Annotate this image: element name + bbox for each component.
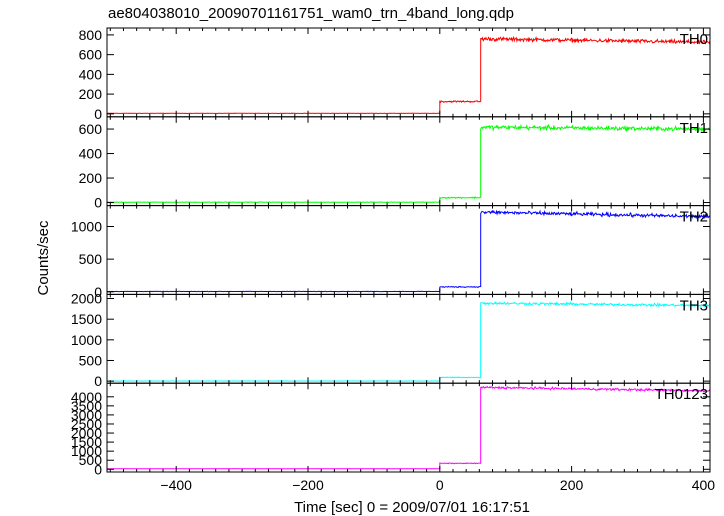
series-label: TH3 — [680, 297, 708, 314]
y-tick-label: 0 — [94, 106, 102, 122]
y-tick-label: 2500 — [71, 416, 102, 432]
x-tick-label: 400 — [692, 477, 716, 493]
panel-th2: 0 500 1000 TH2 — [71, 205, 711, 300]
y-tick-label: 500 — [79, 352, 103, 368]
series-line-th0 — [106, 35, 711, 115]
series-line-th1 — [106, 123, 711, 204]
y-tick-label: 1000 — [71, 332, 102, 348]
y-tick-label: 2000 — [71, 291, 102, 307]
x-axis-label: Time [sec] 0 = 2009/07/01 16:17:51 — [294, 499, 530, 516]
y-tick-label: 1000 — [71, 218, 102, 234]
y-tick-label: 500 — [79, 452, 103, 468]
y-tick-label: 0 — [94, 195, 102, 211]
y-tick-label: 600 — [79, 121, 103, 137]
panel-frame — [106, 27, 711, 118]
series-label: TH0 — [680, 31, 708, 48]
series-line-th2 — [106, 209, 711, 293]
y-tick-label: 1500 — [71, 311, 102, 327]
panel-th0: 0 200 400 600 800 TH0 — [79, 27, 711, 122]
y-tick-label: 1000 — [71, 443, 102, 459]
y-tick-label: 200 — [79, 86, 103, 102]
y-tick-label: 200 — [79, 170, 103, 186]
y-tick-label: 0 — [94, 461, 102, 477]
y-tick-label: 400 — [79, 146, 103, 162]
series-line-th3 — [107, 300, 711, 382]
y-tick-label: 0 — [94, 284, 102, 300]
y-tick-label: 800 — [79, 27, 103, 43]
y-tick-label: 1500 — [71, 434, 102, 450]
x-tick-label: −400 — [160, 477, 192, 493]
x-tick-label: 0 — [436, 477, 444, 493]
series-line-th0123 — [107, 385, 711, 470]
y-tick-label: 600 — [79, 47, 103, 63]
y-tick-label: 400 — [79, 66, 103, 82]
y-tick-label: 0 — [94, 373, 102, 389]
y-axis-label: Counts/sec — [35, 220, 52, 296]
series-label: TH1 — [680, 120, 708, 137]
panel-th1: 0 200 400 600 TH1 — [79, 116, 711, 211]
y-tick-label: 3500 — [71, 398, 102, 414]
series-label: TH0123 — [655, 386, 708, 403]
series-label: TH2 — [680, 209, 708, 226]
x-tick-label: 200 — [560, 477, 584, 493]
y-tick-label: 3000 — [71, 407, 102, 423]
y-tick-label: 2000 — [71, 425, 102, 441]
figure-title: ae804038010_20090701161751_wam0_trn_4ban… — [108, 5, 514, 22]
y-tick-label: 4000 — [71, 389, 102, 405]
panel-frame — [106, 116, 711, 207]
y-tick-label: 500 — [79, 251, 103, 267]
panel-frame — [106, 293, 711, 384]
x-tick-label: −200 — [292, 477, 324, 493]
panel-frame — [106, 205, 711, 295]
panel-frame — [106, 382, 711, 473]
panel-th3: 0 500 1000 1500 2000 TH3 — [71, 291, 711, 389]
